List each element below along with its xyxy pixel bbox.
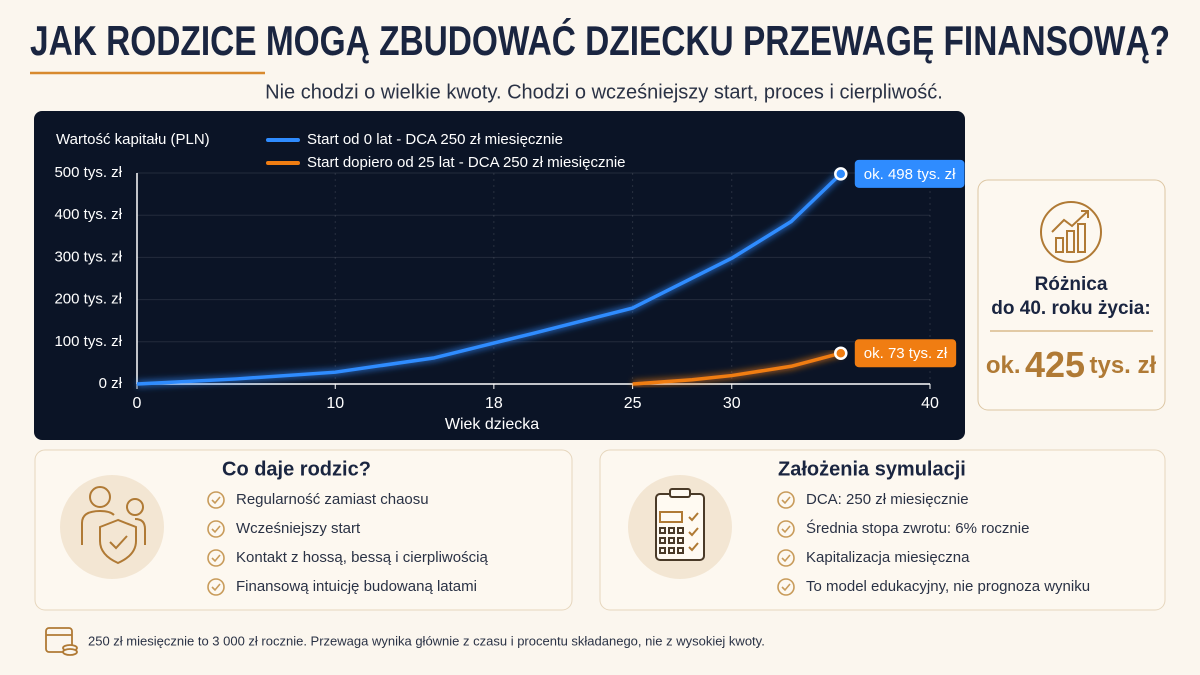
check-icon [207, 520, 225, 538]
check-mark [211, 525, 221, 534]
x-tick-label: 25 [624, 395, 642, 412]
x-tick-label: 10 [326, 395, 344, 412]
end-point [834, 346, 848, 360]
list-item: Kapitalizacja miesięczna [806, 549, 970, 566]
footer-icon [45, 627, 78, 656]
check-icon [777, 578, 795, 596]
panel [599, 449, 1166, 611]
line [632, 351, 842, 386]
summary-line: do 40. roku życia: [991, 298, 1150, 319]
x-tick-label: 0 [133, 395, 142, 412]
value-label: ok. 73 tys. zł [864, 345, 948, 362]
list-item: Regularność zamiast chaosu [236, 491, 429, 508]
panel [34, 449, 573, 611]
check-icon [777, 491, 795, 509]
panel-title: Co daje rodzic? [222, 458, 371, 480]
y-axis-label: Wartość kapitału (PLN) [56, 131, 210, 148]
y-tick-label: 0 zł [99, 375, 123, 392]
list-item: Wcześniejszy start [236, 520, 361, 537]
checklist-icon [628, 475, 732, 579]
y-tick-label: 500 tys. zł [54, 164, 122, 181]
line [136, 172, 843, 386]
x-tick-label: 40 [921, 395, 939, 412]
x-axis-label: Wiek dziecka [445, 416, 539, 433]
check-icon [777, 520, 795, 538]
x-tick-label: 18 [485, 395, 503, 412]
end-point [834, 167, 848, 181]
check-mark [211, 554, 221, 563]
check-mark [781, 583, 791, 592]
x-tick-label: 30 [723, 395, 741, 412]
y-tick-label: 400 tys. zł [54, 206, 122, 223]
check-mark [781, 554, 791, 563]
check-icon [777, 549, 795, 567]
value-label-box [854, 339, 957, 368]
check-mark [211, 496, 221, 505]
y-tick-label: 200 tys. zł [54, 291, 122, 308]
chart-panel [34, 111, 965, 440]
check-mark [211, 583, 221, 592]
check-icon [207, 491, 225, 509]
value-label-box [854, 159, 965, 188]
panel-title: Założenia symulacji [778, 458, 966, 480]
summary-value: ok. 425 tys. zł [986, 344, 1157, 385]
summary-value-part: ok. [986, 352, 1021, 379]
lists: Co daje rodzic? Regularność zamiast chaos… [207, 458, 1090, 596]
check-mark [781, 496, 791, 505]
legend-label: Start dopiero od 25 lat - DCA 250 zł mie… [307, 154, 626, 171]
list-item: Średnia stopa zwrotu: 6% rocznie [806, 519, 1029, 537]
subtitle: Nie chodzi o wielkie kwoty. Chodzi o wcz… [265, 81, 943, 103]
parent-icon [60, 475, 164, 579]
y-tick-label: 300 tys. zł [54, 248, 122, 265]
summary-value-part: tys. zł [1089, 352, 1156, 379]
title: JAK RODZICE MOGĄ ZBUDOWAĆ DZIECKU PRZEWA… [30, 16, 1170, 64]
summary-box [977, 179, 1166, 411]
check-icon [207, 578, 225, 596]
growth-icon [1040, 201, 1102, 263]
summary-value-part: 425 [1025, 344, 1085, 385]
list-item: To model edukacyjny, nie prognoza wyniku [806, 578, 1090, 595]
summary-line: Różnica [1035, 274, 1108, 295]
check-mark [781, 525, 791, 534]
list-item: Finansową intuicję budowaną latami [236, 578, 477, 595]
value-label: ok. 498 tys. zł [864, 166, 956, 183]
y-tick-label: 100 tys. zł [54, 333, 122, 350]
list-item: DCA: 250 zł miesięcznie [806, 491, 969, 508]
check-icon [207, 549, 225, 567]
legend-label: Start od 0 lat - DCA 250 zł miesięcznie [307, 131, 563, 148]
list-item: Kontakt z hossą, bessą i cierpliwością [236, 549, 488, 566]
footer: 250 zł miesięcznie to 3 000 zł rocznie. … [88, 633, 765, 648]
